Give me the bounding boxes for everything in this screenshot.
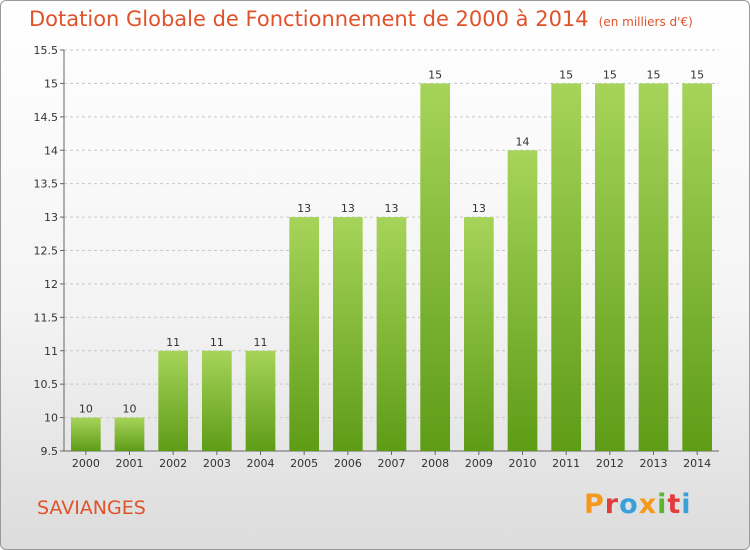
y-tick-label: 13 (44, 211, 58, 224)
bar-2008 (420, 83, 451, 452)
x-tick-label: 2008 (421, 457, 449, 470)
bar-2011 (551, 83, 582, 452)
data-label: 13 (297, 202, 311, 215)
bar-2000 (70, 417, 101, 451)
data-label: 15 (559, 68, 573, 81)
data-label: 15 (428, 68, 442, 81)
data-label: 11 (254, 336, 268, 349)
x-tick-label: 2007 (378, 457, 406, 470)
logo-letter: r (604, 489, 620, 520)
bar-2003 (201, 350, 232, 451)
x-tick-label: 2004 (247, 457, 275, 470)
x-tick-label: 2002 (159, 457, 187, 470)
x-tick-label: 2005 (290, 457, 318, 470)
data-label: 13 (385, 202, 399, 215)
data-label: 13 (472, 202, 486, 215)
logo-letter: x (638, 489, 658, 520)
x-tick-label: 2011 (552, 457, 580, 470)
x-tick-label: 2010 (509, 457, 537, 470)
bar-2007 (376, 217, 407, 451)
data-label: 11 (210, 336, 224, 349)
x-tick-label: 2014 (683, 457, 711, 470)
data-label: 15 (603, 68, 617, 81)
y-tick-label: 10 (44, 412, 58, 425)
unit-text: (en milliers d'€) (598, 15, 693, 29)
bar-2009 (463, 217, 494, 451)
y-tick-label: 12 (44, 278, 58, 291)
data-label: 15 (690, 68, 704, 81)
bar-2012 (594, 83, 625, 452)
y-tick-label: 15 (44, 77, 58, 90)
logo-letter: P (584, 489, 605, 520)
bar-2004 (245, 350, 276, 451)
bar-2002 (158, 350, 189, 451)
y-tick-label: 14 (44, 144, 58, 157)
logo-letter: t (667, 489, 682, 520)
logo-letter: i (681, 489, 692, 520)
y-tick-label: 15.5 (34, 44, 59, 57)
data-label: 10 (123, 403, 137, 416)
bar-2001 (114, 417, 145, 451)
bar-2005 (289, 217, 320, 451)
bar-2010 (507, 150, 538, 451)
bars (70, 83, 713, 452)
x-tick-label: 2000 (72, 457, 100, 470)
y-tick-label: 9.5 (41, 445, 59, 458)
data-label: 14 (516, 135, 530, 148)
y-tick-label: 11 (44, 345, 58, 358)
bar-2006 (332, 217, 363, 451)
bar-2014 (682, 83, 713, 452)
x-tick-label: 2003 (203, 457, 231, 470)
data-label: 13 (341, 202, 355, 215)
x-tick-label: 2012 (596, 457, 624, 470)
data-label: 15 (647, 68, 661, 81)
proxiti-logo[interactable]: Proxiti (584, 489, 692, 520)
data-labels: 10 10 11 11 11 13 13 13 15 13 14 15 15 15 15 (79, 68, 704, 415)
chart-title: Dotation Globale de Fonctionnement de 20… (29, 7, 693, 31)
x-tick-label: 2001 (116, 457, 144, 470)
y-tick-label: 11.5 (34, 311, 59, 324)
title-text: Dotation Globale de Fonctionnement de 20… (29, 7, 589, 31)
logo-letter: i (657, 489, 668, 520)
logo-letter: o (619, 489, 639, 520)
x-tick-label: 2013 (640, 457, 668, 470)
y-tick-label: 12.5 (34, 245, 59, 258)
y-tick-label: 10.5 (34, 378, 59, 391)
data-label: 11 (166, 336, 180, 349)
commune-name: SAVIANGES (37, 497, 146, 519)
y-tick-label: 13.5 (34, 178, 59, 191)
y-tick-label: 14.5 (34, 111, 59, 124)
x-tick-label: 2009 (465, 457, 493, 470)
x-tick-label: 2006 (334, 457, 362, 470)
bar-2013 (638, 83, 669, 452)
data-label: 10 (79, 403, 93, 416)
